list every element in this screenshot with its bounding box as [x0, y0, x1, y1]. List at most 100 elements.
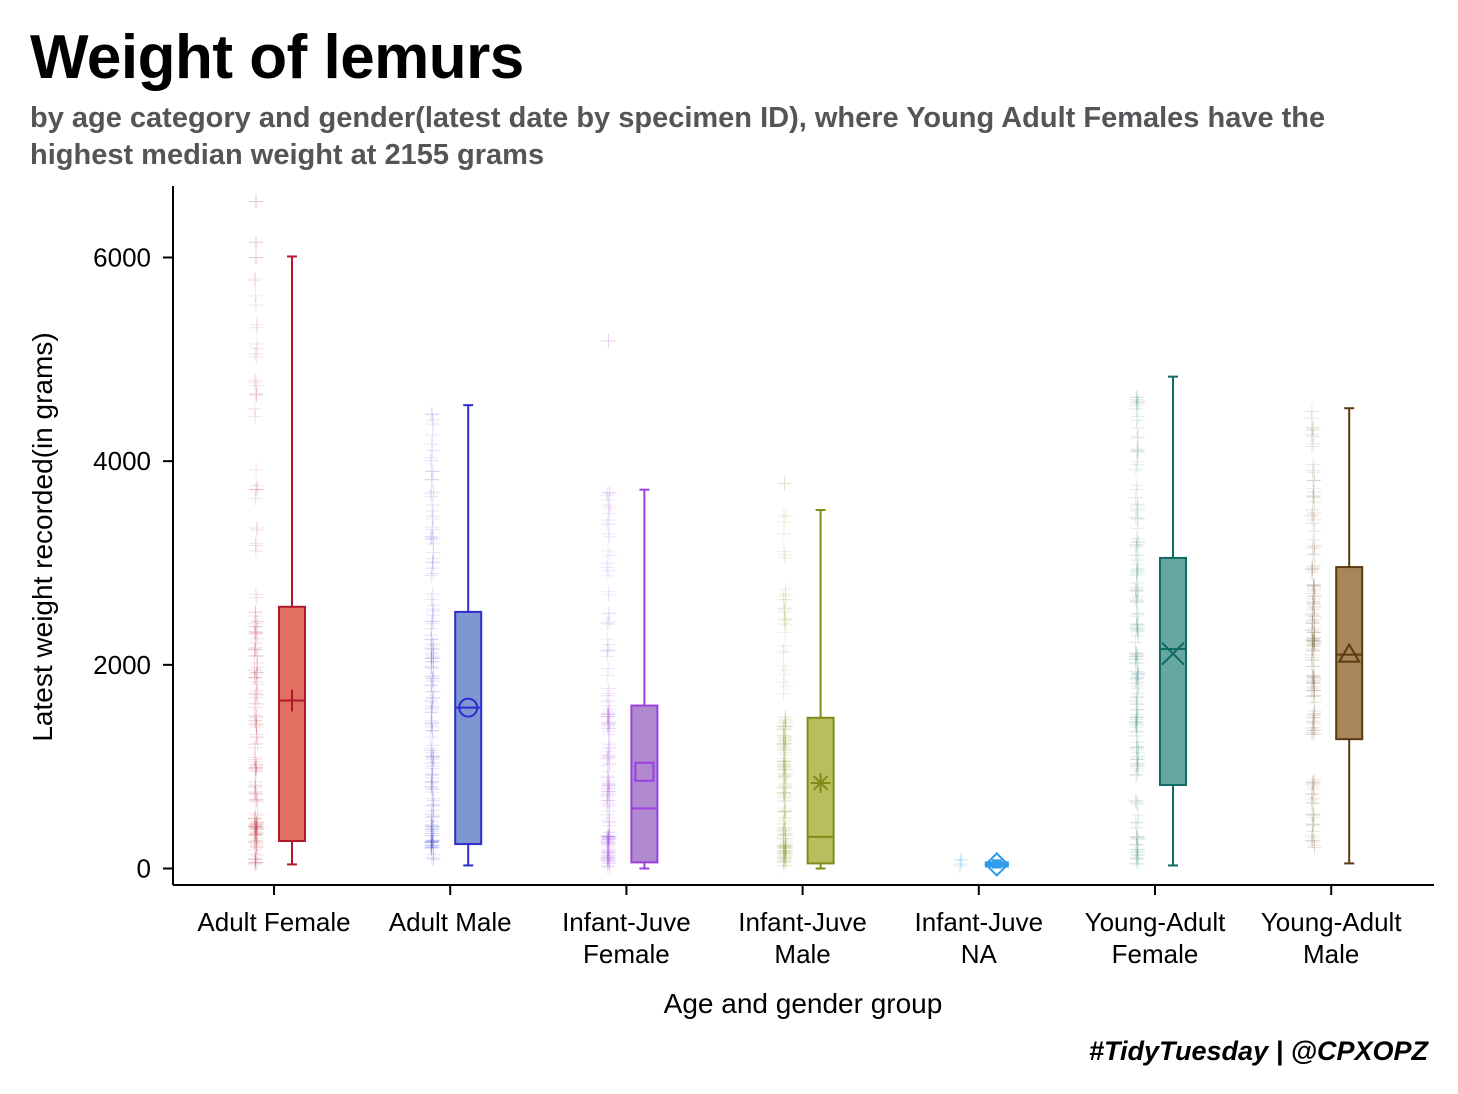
data-point	[600, 781, 615, 796]
data-point	[250, 648, 265, 663]
data-point	[777, 601, 792, 616]
data-point	[1131, 648, 1146, 663]
data-point	[426, 798, 441, 813]
data-point	[424, 684, 439, 699]
data-point	[778, 780, 793, 795]
outlier-point	[777, 476, 792, 491]
data-point	[250, 697, 265, 712]
data-point	[423, 450, 438, 465]
data-point	[426, 833, 441, 848]
data-point	[425, 511, 440, 526]
data-point	[776, 780, 791, 795]
iqr-box	[454, 610, 483, 846]
data-point	[777, 821, 792, 836]
data-point	[1305, 786, 1320, 801]
data-point	[600, 744, 615, 759]
data-point	[1306, 779, 1321, 794]
data-point	[426, 551, 441, 566]
data-point	[1129, 392, 1144, 407]
data-point	[601, 584, 616, 599]
data-point	[1307, 599, 1322, 614]
data-point	[776, 840, 791, 855]
data-point	[424, 840, 439, 855]
data-point	[1129, 850, 1144, 865]
data-point	[247, 648, 262, 663]
axes-layer: 0 2000 4000 6000 Adult Female Adult Male Infan…	[93, 186, 1434, 969]
data-point	[247, 843, 262, 858]
chart-title: Weight of lemurs	[30, 23, 524, 92]
data-point	[602, 829, 617, 844]
data-point	[1304, 787, 1319, 802]
data-point	[778, 762, 793, 777]
data-point	[1130, 622, 1145, 637]
data-point	[249, 718, 264, 733]
data-point	[425, 636, 440, 651]
data-point	[778, 838, 793, 853]
data-point	[777, 822, 792, 837]
data-point	[1128, 655, 1143, 670]
data-point	[248, 831, 263, 846]
data-point	[602, 829, 617, 844]
data-point	[776, 658, 791, 673]
data-point	[778, 839, 793, 854]
data-point	[425, 750, 440, 765]
data-point	[424, 677, 439, 692]
data-point	[1305, 817, 1320, 832]
data-point	[1305, 633, 1320, 648]
data-point	[600, 770, 615, 785]
data-point	[1307, 558, 1322, 573]
data-point	[602, 825, 617, 840]
data-point	[1131, 749, 1146, 764]
data-point	[1129, 503, 1144, 518]
data-point	[249, 825, 264, 840]
data-point	[777, 741, 792, 756]
data-point	[777, 793, 792, 808]
data-point	[1128, 716, 1143, 731]
data-point	[1130, 842, 1145, 857]
data-point	[1130, 686, 1145, 701]
data-point	[1305, 473, 1320, 488]
data-point	[1129, 768, 1144, 783]
data-point	[1130, 521, 1145, 536]
data-point	[250, 341, 265, 356]
data-point	[1131, 739, 1146, 754]
data-point	[425, 826, 440, 841]
data-point	[1129, 539, 1144, 554]
data-point	[602, 810, 617, 825]
data-point	[776, 544, 791, 559]
data-point	[1130, 671, 1145, 686]
data-point	[1129, 563, 1144, 578]
data-point	[1307, 683, 1322, 698]
data-point	[1129, 851, 1144, 866]
data-point	[249, 820, 264, 835]
data-point	[602, 757, 617, 772]
data-point	[602, 778, 617, 793]
data-point	[250, 848, 265, 863]
data-point	[1306, 643, 1321, 658]
data-point	[778, 831, 793, 846]
data-point	[425, 723, 440, 738]
data-point	[1129, 531, 1144, 546]
data-point	[777, 719, 792, 734]
data-point	[776, 828, 791, 843]
data-point	[425, 530, 440, 545]
data-point	[777, 793, 792, 808]
data-point	[1130, 618, 1145, 633]
data-point	[1129, 697, 1144, 712]
data-point	[424, 660, 439, 675]
data-point	[776, 736, 791, 751]
data-point	[1130, 478, 1145, 493]
data-point	[424, 798, 439, 813]
box-infant-juve-na	[984, 852, 1010, 877]
data-point	[248, 774, 263, 789]
data-point	[424, 850, 439, 865]
data-point	[425, 700, 440, 715]
data-point	[425, 413, 440, 428]
data-point	[425, 819, 440, 834]
data-point	[249, 619, 264, 634]
data-point	[1307, 833, 1322, 848]
data-point	[1128, 583, 1143, 598]
data-point	[249, 649, 264, 664]
data-point	[1129, 647, 1144, 662]
data-point	[602, 787, 617, 802]
